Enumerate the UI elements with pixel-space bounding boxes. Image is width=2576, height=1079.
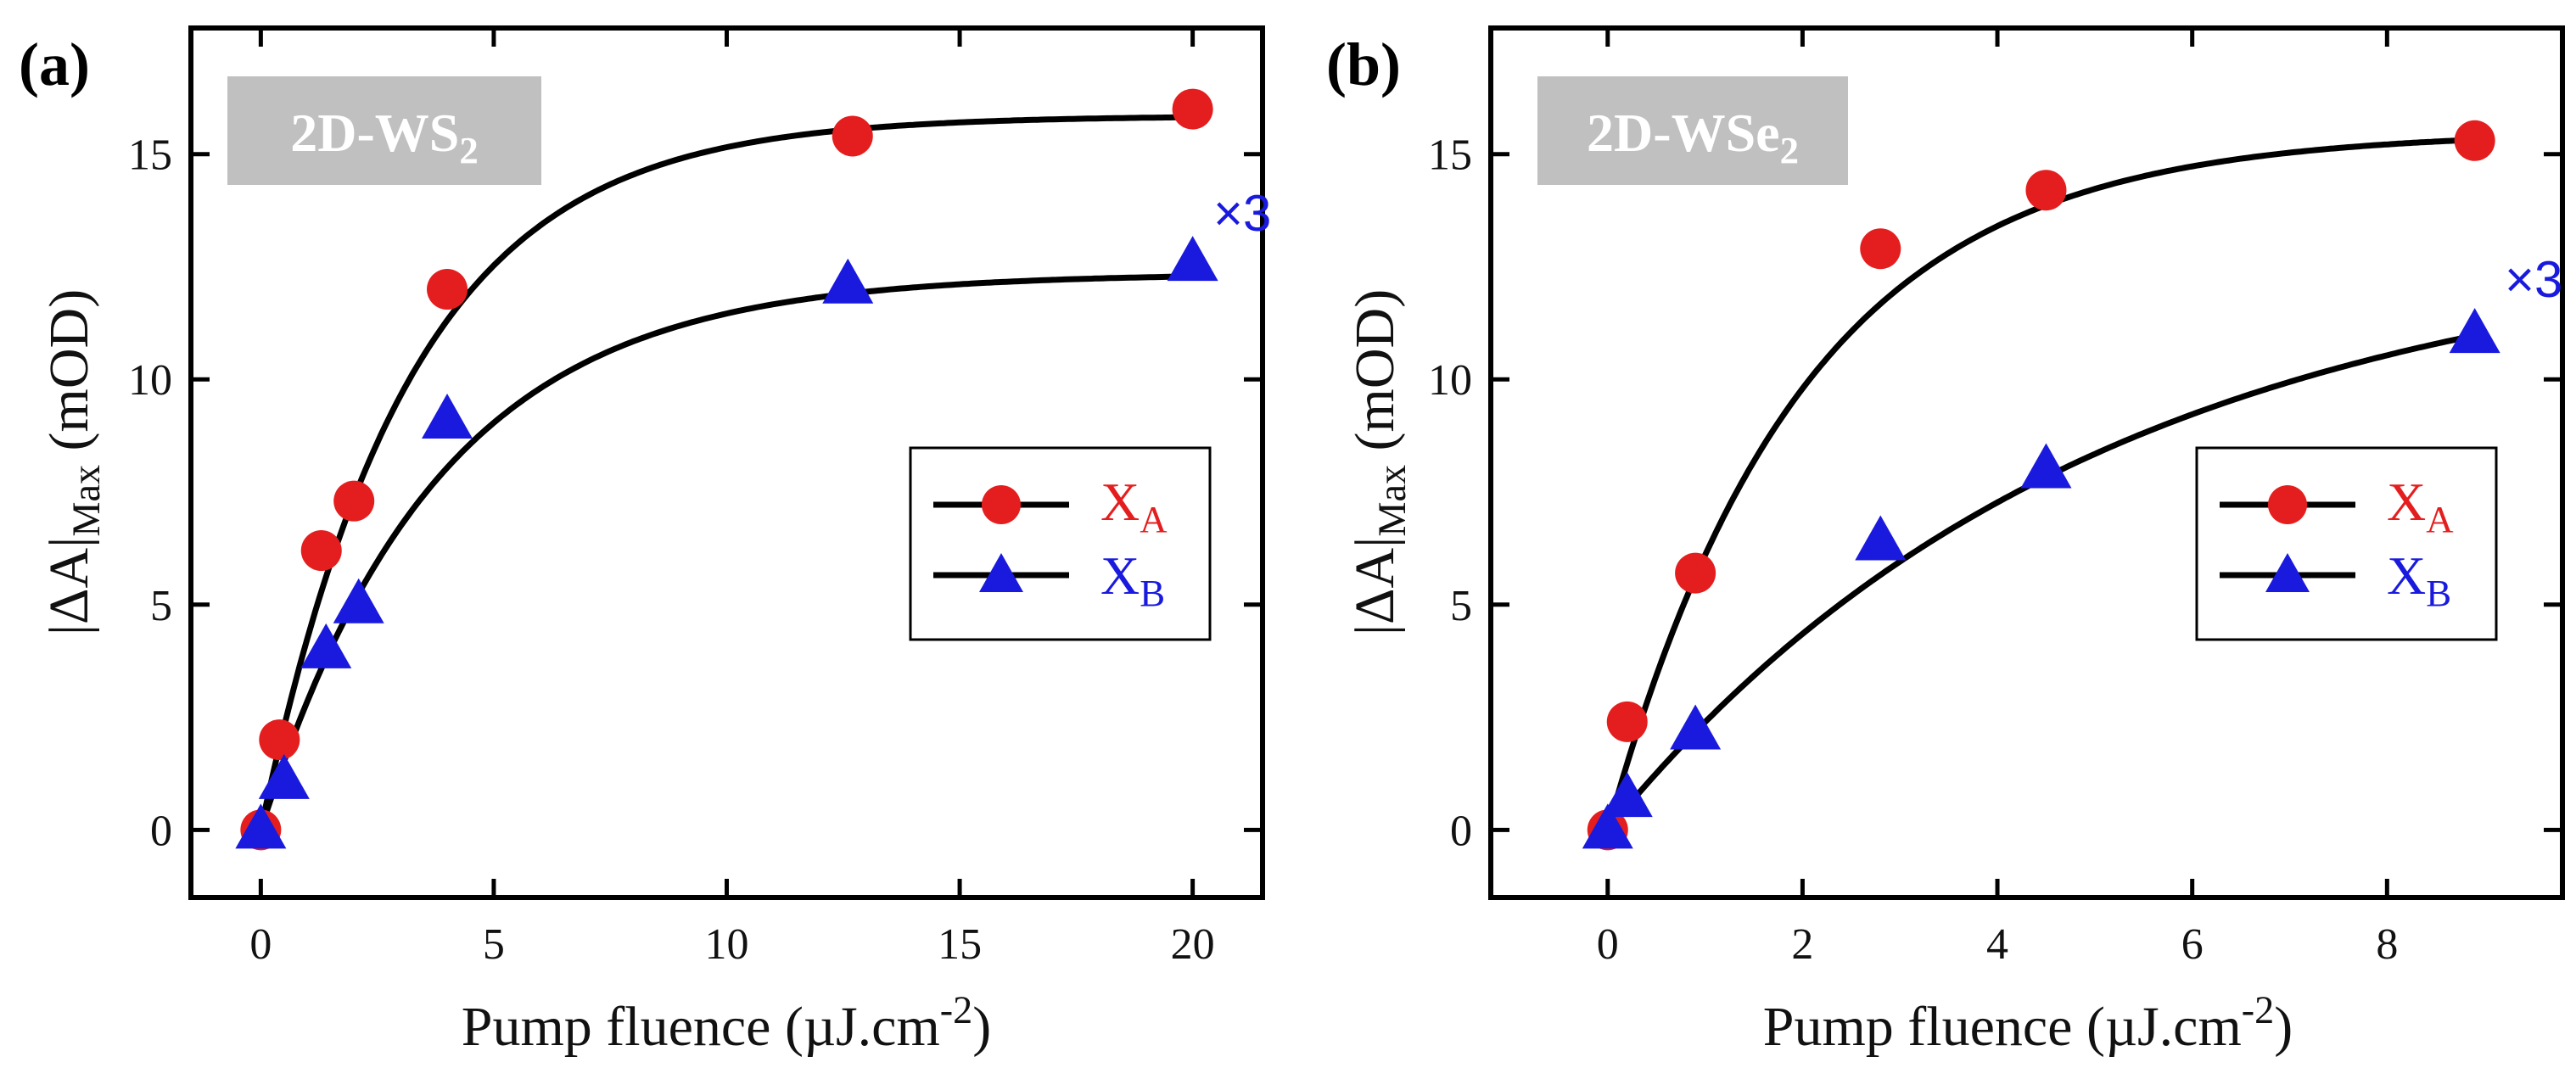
data-point-xb (1167, 236, 1218, 282)
data-point-xb (422, 394, 473, 439)
x-tick-label: 15 (938, 920, 982, 969)
x-tick-label: 10 (705, 920, 749, 969)
data-point-xb (1601, 772, 1653, 818)
legend-label-xa: XA (1100, 472, 1168, 540)
x-tick-label: 0 (1597, 920, 1619, 969)
data-point-xa (333, 480, 375, 522)
data-point-xb (1670, 704, 1722, 750)
panel-label: (a) (19, 31, 90, 98)
data-point-xb (1582, 803, 1633, 849)
data-point-xb (258, 753, 310, 799)
data-point-xb (2020, 443, 2072, 489)
ticks: 0 2 4 6 8 0 5 10 15 (1428, 28, 2562, 969)
material-label: 2D-WS2 (290, 103, 479, 171)
data-point-xa (300, 530, 342, 572)
legend-box (2195, 446, 2498, 641)
x-axis-title: Pump fluence (µJ.cm-2) (1763, 988, 2293, 1058)
data-point-xb (333, 578, 384, 623)
x-tick-label: 2 (1791, 920, 1813, 969)
panel-label: (b) (1326, 31, 1401, 98)
data-point-xa (259, 719, 300, 761)
material-badge: 2D-WSe2 (1537, 76, 1848, 185)
legend-marker-xa (982, 485, 1021, 524)
fit-curve-xb (258, 273, 1193, 831)
legend-label-xb: XB (1100, 545, 1165, 614)
material-label: 2D-WSe2 (1587, 103, 1799, 171)
plot-frame (1488, 25, 2565, 900)
y-tick-label: 15 (1428, 131, 1472, 180)
y-axis-title: |ΔA|Max (mOD) (38, 289, 108, 635)
badge-background (1537, 76, 1848, 185)
y-tick-label: 0 (150, 807, 172, 855)
legend-marker-xb (979, 553, 1023, 592)
data-point-xa (2454, 120, 2495, 161)
x-tick-label: 5 (483, 920, 505, 969)
data-point-xa (1606, 701, 1648, 742)
fit-curves (257, 114, 1193, 831)
data-point-xb (235, 803, 287, 849)
y-tick-label: 0 (1450, 807, 1472, 855)
data-point-xb (2449, 308, 2500, 354)
y-tick-label: 10 (128, 356, 172, 405)
badge-background (227, 76, 541, 185)
data-point-xb (1855, 515, 1907, 561)
material-badge: 2D-WS2 (227, 76, 541, 185)
data-point-xa (832, 115, 873, 157)
y-axis-title: |ΔA|Max (mOD) (1344, 289, 1414, 635)
legend-label-xb: XB (2387, 545, 2451, 614)
x-tick-label: 4 (1986, 920, 2008, 969)
data-point-xb (822, 258, 874, 304)
multiplier-annotation: ×3 (1213, 185, 1271, 242)
data-points (235, 88, 1218, 851)
legend-marker-xb (2265, 553, 2310, 592)
x-tick-label: 20 (1171, 920, 1215, 969)
data-point-xa (1675, 552, 1716, 594)
fit-curve-xa (257, 114, 1193, 831)
y-tick-label: 5 (150, 582, 172, 630)
y-tick-label: 15 (128, 131, 172, 180)
legend: XA XB (2195, 446, 2498, 641)
y-tick-label: 5 (1450, 582, 1472, 630)
x-tick-label: 0 (249, 920, 272, 969)
data-points (1582, 120, 2500, 851)
x-axis-title: Pump fluence (µJ.cm-2) (462, 988, 992, 1058)
x-tick-label: 8 (2376, 920, 2398, 969)
data-point-xa (1172, 88, 1213, 130)
ticks: 0 5 10 15 20 0 5 10 15 (128, 28, 1263, 969)
legend-marker-xa (2268, 485, 2307, 524)
legend: XA XB (909, 446, 1212, 641)
legend-label-xa: XA (2387, 472, 2454, 540)
data-point-xa (1860, 228, 1901, 270)
multiplier-annotation: ×3 (2505, 251, 2562, 308)
data-point-xa (427, 269, 468, 310)
y-tick-label: 10 (1428, 356, 1472, 405)
data-point-xb (300, 623, 352, 668)
data-point-xa (2025, 170, 2067, 211)
legend-box (909, 446, 1212, 641)
x-tick-label: 6 (2181, 920, 2204, 969)
